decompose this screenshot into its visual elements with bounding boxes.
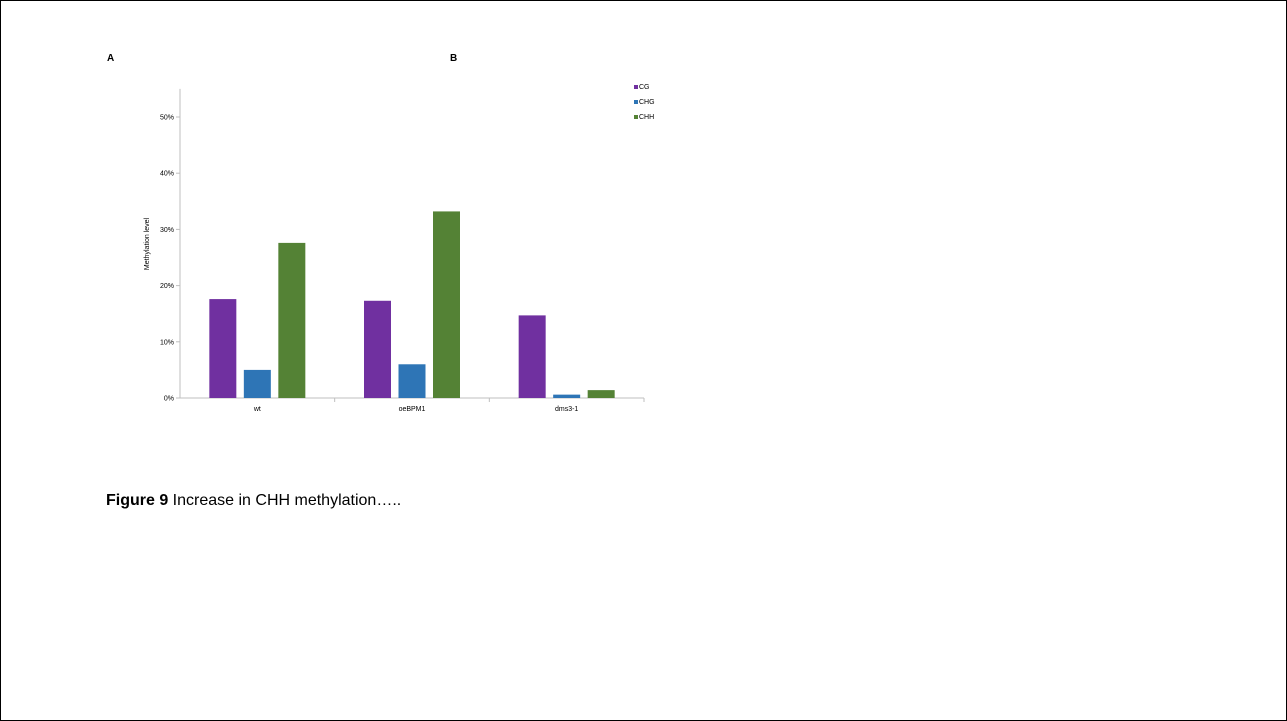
bar-cg-oebpm1 bbox=[364, 300, 391, 398]
y-tick-label: 50% bbox=[160, 115, 174, 122]
bar-chg-oebpm1 bbox=[398, 364, 426, 398]
legend-swatch-chh bbox=[634, 115, 638, 119]
y-tick-label: 0% bbox=[164, 396, 174, 403]
x-tick-label: oeBPM1 bbox=[399, 406, 426, 413]
bar-chh-wt bbox=[278, 242, 306, 398]
legend-label-chh: CHH bbox=[639, 114, 654, 121]
legend-label-chg: CHG bbox=[639, 99, 655, 106]
bar-chg-dms3-1 bbox=[553, 394, 581, 398]
legend-swatch-chg bbox=[634, 100, 638, 104]
panel-label-b: B bbox=[450, 53, 458, 64]
x-tick-label: wt bbox=[253, 406, 261, 413]
bar-chh-oebpm1 bbox=[433, 211, 460, 398]
panel-label-a: A bbox=[107, 53, 115, 64]
legend-swatch-cg bbox=[634, 85, 638, 89]
bar-chg-wt bbox=[243, 369, 271, 398]
bar-cg-wt bbox=[209, 299, 237, 398]
caption-text: Increase in CHH methylation….. bbox=[168, 492, 402, 509]
figure-caption: Figure 9 Increase in CHH methylation….. bbox=[106, 492, 401, 510]
y-tick-label: 10% bbox=[160, 339, 174, 346]
y-tick-label: 30% bbox=[160, 227, 174, 234]
bar-cg-dms3-1 bbox=[518, 315, 546, 398]
legend-label-cg: CG bbox=[639, 84, 650, 91]
y-tick-label: 20% bbox=[160, 283, 174, 290]
y-tick-label: 40% bbox=[160, 171, 174, 178]
caption-figure-number: Figure 9 bbox=[106, 492, 169, 509]
bar-chh-dms3-1 bbox=[587, 390, 615, 398]
x-tick-label: dms3-1 bbox=[555, 406, 578, 413]
y-axis-label: Methylation level bbox=[144, 217, 151, 270]
